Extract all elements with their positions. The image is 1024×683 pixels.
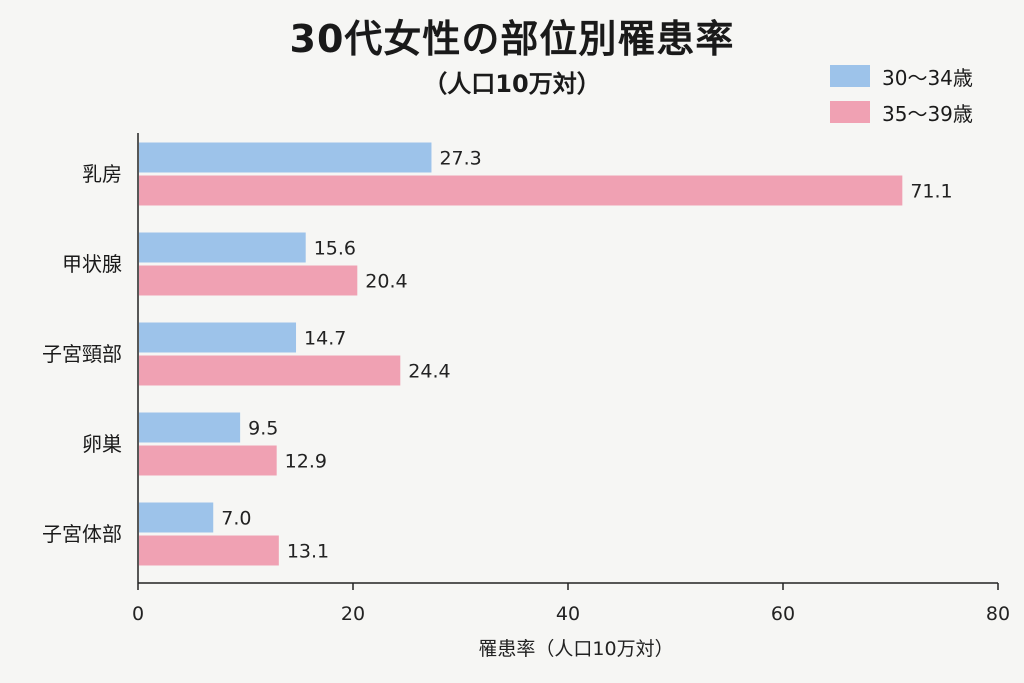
legend-swatch-series-2	[830, 101, 870, 123]
data-label: 9.5	[248, 418, 278, 440]
legend-label-series-1: 30〜34歳	[882, 65, 973, 90]
data-label: 7.0	[221, 508, 251, 530]
bar-series-2	[139, 445, 277, 476]
x-tick-label: 20	[341, 603, 365, 625]
category-label: 子宮頸部	[42, 342, 122, 366]
data-label: 24.4	[408, 361, 450, 383]
data-label: 13.1	[287, 541, 329, 563]
category-label: 子宮体部	[42, 522, 122, 546]
chart-title: 30代女性の部位別罹患率	[289, 17, 735, 61]
x-tick-label: 80	[986, 603, 1010, 625]
legend-label-series-2: 35〜39歳	[882, 101, 973, 126]
bar-series-2	[139, 535, 279, 566]
legend-item-series-2: 35〜39歳	[830, 94, 973, 130]
legend-item-series-1: 30〜34歳	[830, 58, 973, 94]
data-label: 27.3	[439, 148, 481, 170]
bar-series-1	[139, 412, 241, 443]
data-label: 15.6	[314, 238, 356, 260]
category-label: 甲状腺	[62, 252, 122, 276]
x-tick-label: 40	[556, 603, 580, 625]
data-label: 12.9	[285, 451, 327, 473]
category-label: 乳房	[82, 162, 122, 186]
data-label: 14.7	[304, 328, 346, 350]
legend-swatch-series-1	[830, 65, 870, 87]
data-label: 71.1	[910, 181, 952, 203]
bar-series-2	[139, 355, 401, 386]
bar-series-1	[139, 502, 214, 533]
bar-series-2	[139, 175, 903, 206]
category-label: 卵巣	[82, 432, 122, 456]
bar-series-1	[139, 322, 297, 353]
bar-series-1	[139, 232, 306, 263]
chart-subtitle: （人口10万対）	[423, 70, 601, 98]
data-label: 20.4	[365, 271, 407, 293]
x-tick-label: 0	[132, 603, 144, 625]
x-tick-label: 60	[771, 603, 795, 625]
bar-series-2	[139, 265, 358, 296]
legend: 30〜34歳 35〜39歳	[830, 58, 973, 130]
bar-series-1	[139, 142, 432, 173]
x-axis-title: 罹患率（人口10万対）	[478, 638, 673, 660]
